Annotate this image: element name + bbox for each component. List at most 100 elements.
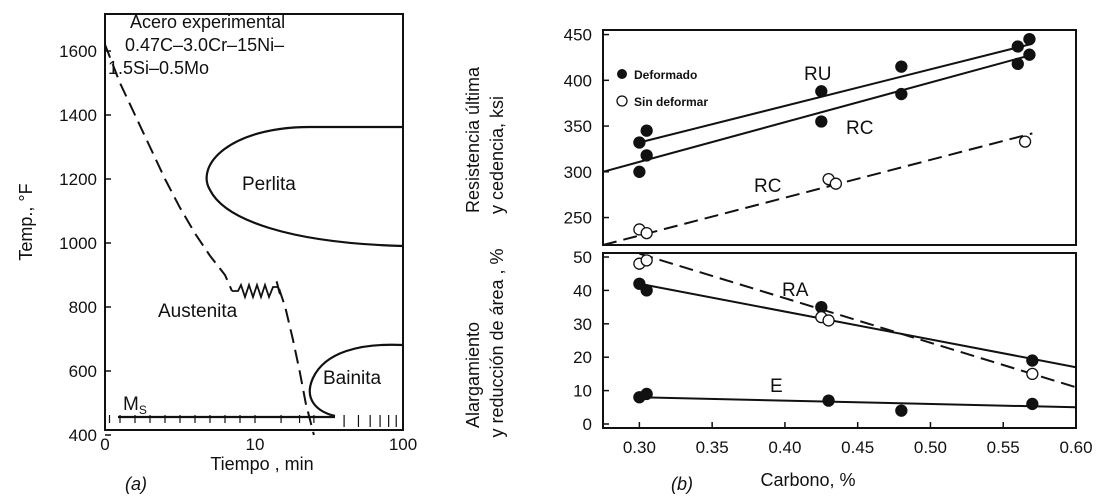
point-deformado [895, 87, 908, 101]
line-rc-dashed [602, 132, 1033, 246]
point-sin-deformar [640, 254, 653, 267]
cooling-curve-upper [104, 44, 233, 292]
line-ra-dashed [639, 252, 1077, 389]
point-deformado [1026, 354, 1039, 367]
panel-b-bottom-ylabel-1: Alargamiento [463, 322, 483, 428]
legend-filled-label: Deformado [634, 68, 697, 82]
panel-a-label: (a) [125, 474, 147, 494]
zigzag-transformation [232, 282, 281, 300]
panel-a-frame [104, 13, 404, 431]
point-deformado [822, 394, 835, 407]
panel-b-xtick-label: 0.55 [987, 438, 1020, 457]
panel-a-xtick-label: 10 [246, 435, 265, 454]
point-deformado [1026, 397, 1039, 411]
panel-a-ytick-label: 1600 [59, 42, 97, 61]
annotation-line2: 0.47C–3.0Cr–15Ni– [125, 35, 284, 55]
panel-a-y-ticks: 400 600 800 1000 1200 1400 1600 [59, 42, 111, 445]
panel-b-bottom-ytick-label: 20 [573, 348, 592, 367]
point-deformado [895, 404, 908, 417]
point-sin-deformar [1026, 367, 1039, 381]
bottom-points [633, 254, 1039, 417]
cooling-curve-lower [275, 281, 315, 436]
legend-open-marker [616, 95, 628, 107]
point-deformado [895, 60, 908, 73]
panel-a-ytick-label: 1400 [59, 106, 97, 125]
austenita-label: Austenita [158, 301, 238, 322]
ms-label: MS [123, 394, 147, 417]
annotation-line1: Acero experimental [130, 12, 285, 32]
point-deformado [1023, 32, 1036, 46]
panel-b-xtick-label: 0.45 [841, 438, 874, 457]
panel-b-xtick-label: 0.30 [623, 438, 656, 457]
label-ru: RU [804, 64, 831, 85]
panel-a-ytick-label: 1000 [59, 234, 97, 253]
panel-b-label: (b) [671, 474, 693, 494]
panel-b-top-ytick-label: 400 [564, 71, 592, 90]
panel-b-xtick-label: 0.40 [768, 438, 801, 457]
line-e [639, 396, 1077, 409]
panel-b-bottom-ytick-label: 40 [573, 281, 592, 300]
panel-a-xtick-label: 100 [389, 435, 417, 454]
panel-b-top-ytick-label: 300 [564, 163, 592, 182]
top-points [633, 32, 1036, 240]
panel-a: Acero experimental 0.47C–3.0Cr–15Ni– 1.5… [16, 12, 417, 494]
panel-a-ytick-label: 600 [69, 362, 97, 381]
panel-b-xtick-label: 0.60 [1059, 438, 1092, 457]
point-sin-deformar [822, 314, 835, 327]
line-ra-solid [639, 282, 1077, 369]
panel-b-xtick-label: 0.35 [696, 438, 729, 457]
point-deformado [1011, 40, 1024, 53]
perlita-curve [205, 125, 404, 248]
ms-label-main: M [123, 394, 139, 415]
label-ra: RA [782, 280, 809, 301]
panel-b-xtick-label: 0.50 [914, 438, 947, 457]
legend-filled-marker [617, 69, 627, 79]
panel-a-ytick-label: 1200 [59, 170, 97, 189]
panel-a-xlabel: Tiempo , min [210, 454, 313, 474]
line-ru [639, 42, 1033, 144]
panel-b-xlabel: Carbono, % [760, 470, 855, 490]
panel-b-bottom-ytick-label: 0 [583, 415, 592, 434]
panel-b-bottom-frame [602, 252, 1077, 429]
point-deformado [640, 149, 653, 162]
point-deformado [815, 85, 828, 98]
legend: Deformado Sin deformar [616, 68, 708, 109]
panel-b: 250 300 350 400 450 0 10 20 30 40 50 0.30 0.35 0.40… [463, 26, 1093, 494]
line-rc-solid [602, 53, 1033, 173]
ms-label-sub: S [139, 403, 147, 417]
panel-b-bottom-ylabel-2: y reducción de área , % [487, 248, 507, 437]
point-deformado [640, 124, 653, 137]
panel-b-top-frame [602, 29, 1077, 246]
label-rc-dashed: RC [754, 176, 781, 197]
point-sin-deformar [829, 177, 843, 190]
bainita-curve [308, 343, 404, 418]
panel-b-top-ylabel-2: y cedencia, ksi [487, 96, 507, 214]
panel-b-bottom-y-ticks: 0 10 20 30 40 50 [573, 248, 609, 434]
panel-b-top-ytick-label: 350 [564, 117, 592, 136]
panel-a-ylabel: Temp., °F [16, 183, 36, 260]
bainita-label: Bainita [323, 368, 382, 389]
panel-b-bottom-ytick-label: 10 [573, 382, 592, 401]
point-sin-deformar [1018, 135, 1032, 148]
panel-a-ytick-label: 400 [69, 426, 97, 445]
point-deformado [633, 165, 646, 178]
point-deformado [633, 136, 646, 149]
point-deformado [640, 284, 653, 297]
point-deformado [815, 115, 828, 128]
panel-b-top-y-ticks: 250 300 350 400 450 [564, 26, 609, 228]
panel-a-ytick-label: 800 [69, 298, 97, 317]
label-e: E [770, 376, 783, 397]
ms-tick-marks [108, 415, 397, 427]
label-rc-solid: RC [846, 118, 873, 139]
point-deformado [1011, 57, 1024, 71]
panel-a-xtick-label: 0 [100, 435, 109, 454]
panel-b-top-ytick-label: 450 [564, 26, 592, 45]
annotation-line3: 1.5Si–0.5Mo [108, 58, 209, 78]
panel-b-bottom-ytick-label: 30 [573, 315, 592, 334]
panel-b-top-ytick-label: 250 [564, 209, 592, 228]
panel-a-x-ticks: 0 10 100 [100, 435, 417, 454]
point-sin-deformar [640, 226, 653, 240]
point-deformado [815, 300, 828, 314]
panel-b-x-ticks: 0.30 0.35 0.40 0.45 0.50 0.55 0.60 [623, 422, 1093, 457]
